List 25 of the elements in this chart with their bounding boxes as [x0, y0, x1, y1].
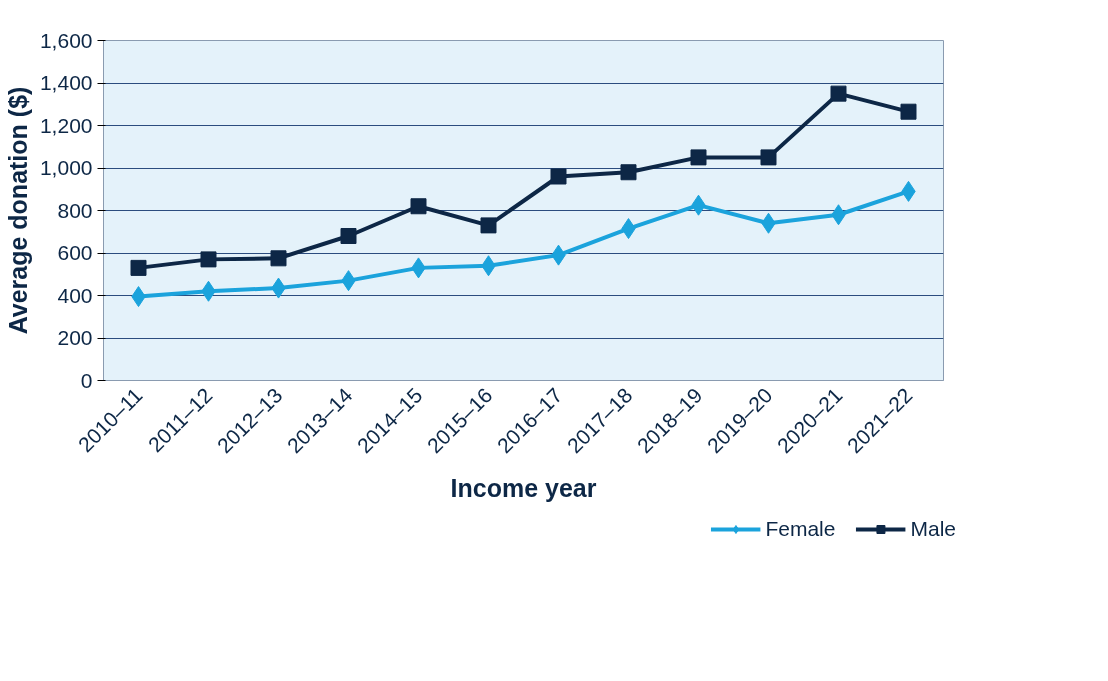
- legend-label: Female: [765, 517, 836, 541]
- point: [620, 164, 637, 181]
- point: [900, 103, 917, 120]
- point: [480, 217, 497, 234]
- y-tick-label: 1,400: [39, 71, 93, 94]
- y-tick-label: 1,000: [39, 156, 93, 179]
- point: [410, 198, 427, 215]
- point: [830, 85, 847, 102]
- y-tick-label: 0: [80, 368, 93, 392]
- y-tick-label: 600: [57, 241, 93, 264]
- legend-label: Male: [910, 517, 956, 541]
- point: [130, 259, 147, 276]
- point: [200, 251, 217, 268]
- point: [340, 228, 357, 244]
- y-tick-label: 200: [57, 326, 93, 349]
- y-axis-title: Average donation ($): [3, 86, 32, 335]
- point: [550, 168, 567, 185]
- point: [270, 250, 287, 267]
- x-axis-title: Income year: [450, 473, 597, 502]
- y-tick-label: 400: [57, 283, 93, 307]
- y-tick-label: 1,600: [39, 28, 93, 52]
- point: [690, 149, 707, 166]
- y-tick-label: 1,200: [39, 113, 93, 137]
- y-tick-label: 800: [57, 198, 93, 222]
- point: [760, 149, 777, 166]
